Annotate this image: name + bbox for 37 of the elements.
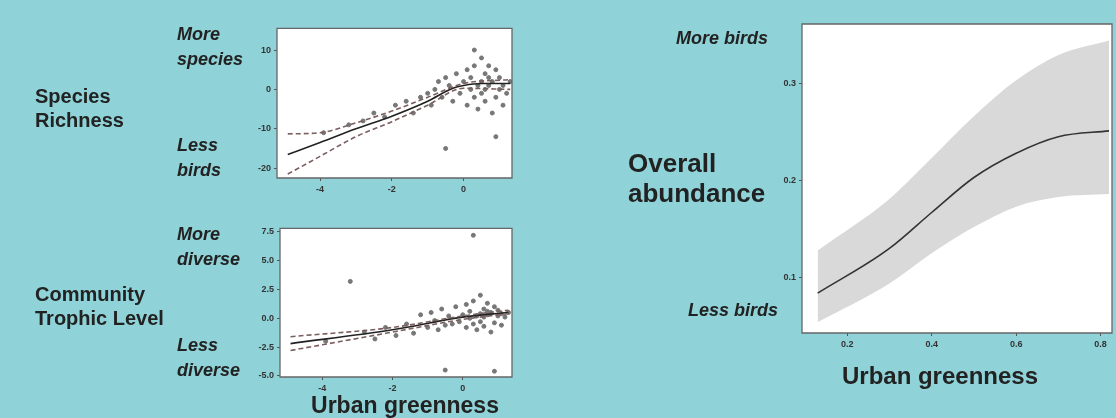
line-series [289, 312, 510, 352]
y-tick-label: 10 [260, 44, 271, 55]
y-tick-label: 0.0 [261, 312, 274, 323]
x-tick-label: 0.2 [840, 338, 854, 349]
y-tick-label: 7.5 [261, 226, 274, 237]
x-tick-label: -2 [387, 183, 396, 194]
y-tick-label: -2.5 [258, 341, 274, 352]
x-tick-label: -2 [388, 382, 397, 393]
y-axis-title: Overall abundance [628, 148, 766, 208]
y-tick-label: 0 [265, 83, 271, 94]
line-series [816, 130, 1110, 294]
x-axis-title: Urban greenness [840, 362, 1040, 390]
y-tick-label: 0.3 [783, 77, 796, 88]
y-tick-label: -5.0 [258, 370, 274, 381]
y-tick-label: 0.1 [783, 272, 796, 283]
y-axis-title: Community Trophic Level [35, 282, 165, 330]
text: More diverse [177, 224, 241, 269]
x-axis-title: Urban greenness [310, 392, 500, 418]
y-tick-label: 0.2 [783, 174, 796, 185]
text: More species [177, 24, 244, 69]
y-tick-label: 5.0 [261, 255, 274, 266]
y-tick-label: 2.5 [261, 283, 274, 294]
y-tick-label: -10 [257, 123, 271, 134]
text: Less birds [177, 134, 222, 182]
y-axis-title: Species Richness [35, 84, 125, 132]
x-tick-label: 0 [460, 382, 466, 393]
x-tick-label: -4 [318, 382, 327, 393]
line-series [286, 87, 512, 175]
x-tick-label: 0 [461, 183, 467, 194]
text: More birds [675, 27, 768, 50]
x-tick-label: 0.8 [1094, 338, 1107, 349]
y-tick-label: -20 [257, 162, 271, 173]
x-tick-label: 0.4 [925, 338, 938, 349]
text: Less birds [686, 299, 778, 322]
text: Less diverse [177, 335, 241, 380]
x-tick-label: 0.6 [1009, 338, 1023, 349]
x-tick-label: -4 [316, 183, 325, 194]
